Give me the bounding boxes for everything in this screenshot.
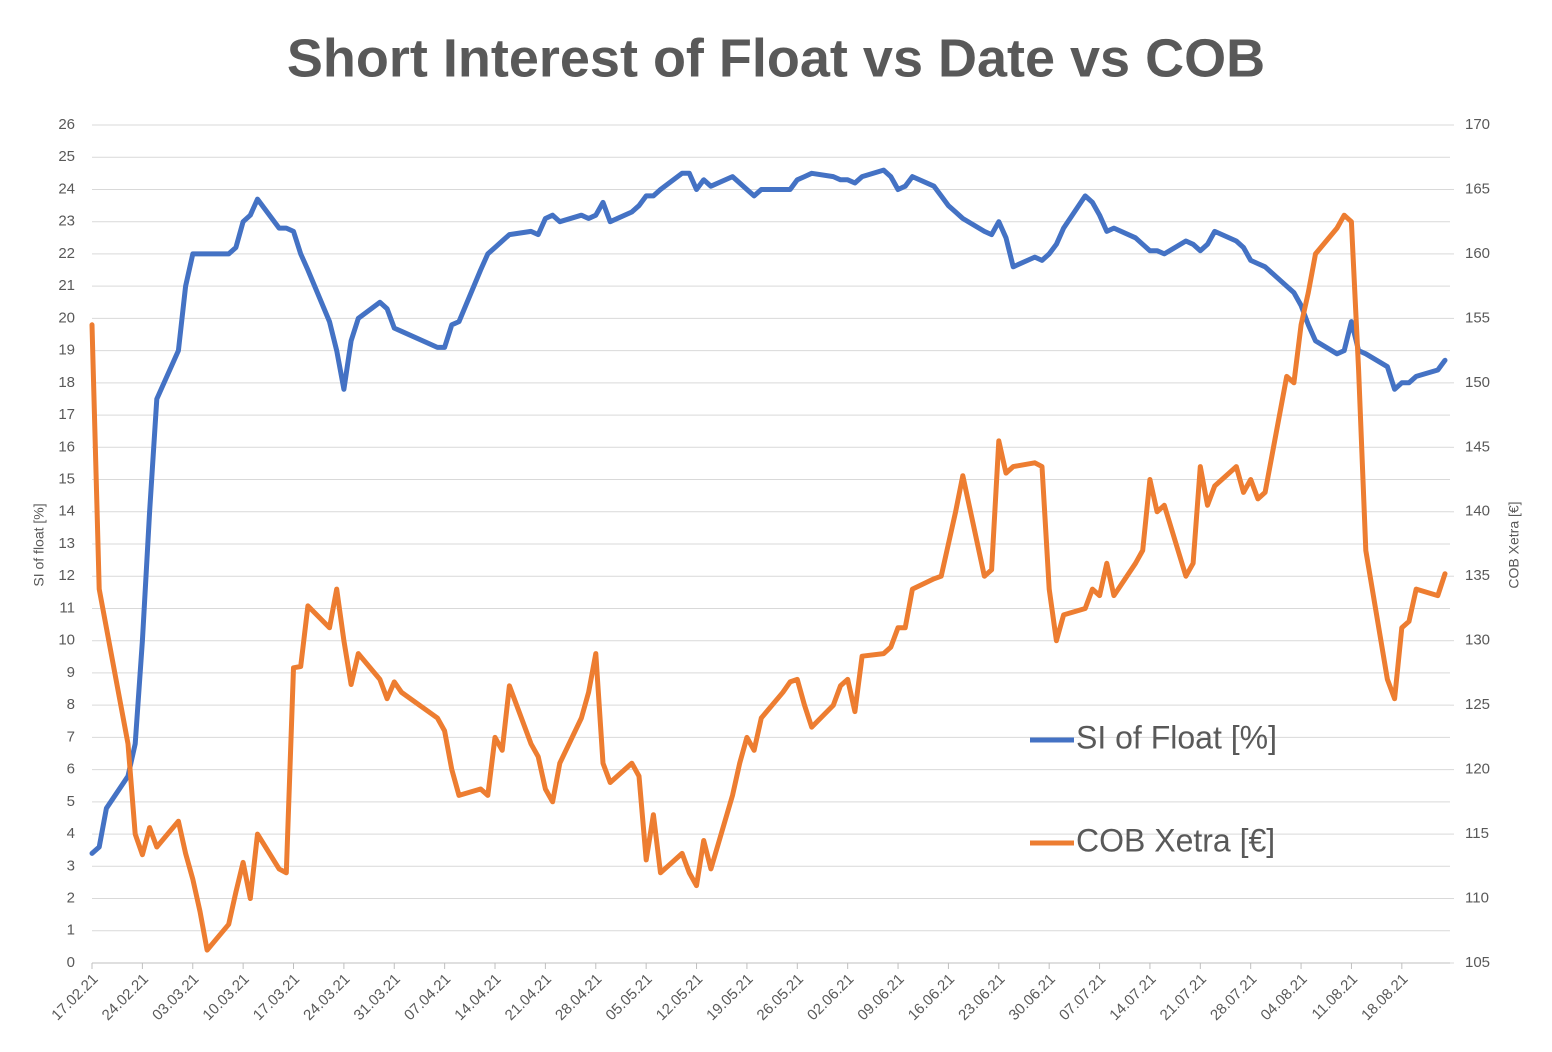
y2-tick-label: 150 [1465, 374, 1490, 391]
legend-label: COB Xetra [€] [1076, 822, 1275, 858]
y-tick-label: 1 [67, 922, 75, 939]
y-tick-label: 17 [58, 406, 75, 423]
y2-tick-label: 120 [1465, 761, 1490, 778]
y2-tick-label: 130 [1465, 632, 1490, 649]
y-tick-label: 12 [58, 567, 75, 584]
y-tick-label: 13 [58, 535, 75, 552]
y-tick-label: 26 [58, 116, 75, 133]
y-tick-label: 19 [58, 342, 75, 359]
data-line [89, 167, 1448, 856]
y-tick-label: 7 [67, 728, 75, 745]
y-tick-label: 5 [67, 793, 75, 810]
y-tick-label: 20 [58, 309, 75, 326]
chart-title: Short Interest of Float vs Date vs COB [287, 28, 1265, 88]
y-tick-label: 14 [58, 503, 75, 520]
y2-tick-label: 155 [1465, 309, 1490, 326]
y2-tick-label: 170 [1465, 116, 1490, 133]
y2-tick-label: 165 [1465, 180, 1490, 197]
y2-tick-label: 110 [1465, 890, 1489, 907]
y-tick-label: 6 [67, 761, 75, 778]
y2-tick-label: 145 [1465, 438, 1490, 455]
y-tick-label: 10 [58, 632, 75, 649]
y-tick-label: 2 [67, 890, 75, 907]
y-tick-label: 18 [58, 374, 75, 391]
y-tick-label: 8 [67, 696, 75, 713]
y-tick-label: 4 [67, 825, 75, 842]
y-tick-label: 21 [58, 277, 75, 294]
y-tick-label: 16 [58, 438, 75, 455]
y-tick-label: 24 [58, 180, 75, 197]
y-tick-label: 0 [67, 954, 75, 971]
legend-label: SI of Float [%] [1076, 719, 1277, 755]
y-tick-label: 9 [67, 664, 75, 681]
y2-axis-title: COB Xetra [€] [1506, 501, 1522, 588]
y2-tick-label: 115 [1465, 825, 1489, 842]
y-tick-label: 22 [58, 245, 75, 262]
y2-tick-label: 125 [1465, 696, 1490, 713]
y-axis-title: SI of float [%] [31, 503, 47, 586]
y2-tick-label: 135 [1465, 567, 1490, 584]
y-tick-label: 11 [59, 599, 75, 616]
y2-tick-label: 140 [1465, 503, 1490, 520]
y2-tick-label: 105 [1465, 954, 1490, 971]
data-line [89, 212, 1448, 953]
y-tick-label: 25 [58, 148, 75, 165]
y-tick-label: 3 [67, 857, 75, 874]
y-tick-label: 23 [58, 213, 75, 230]
y-tick-label: 15 [58, 471, 75, 488]
y2-tick-label: 160 [1465, 245, 1490, 262]
